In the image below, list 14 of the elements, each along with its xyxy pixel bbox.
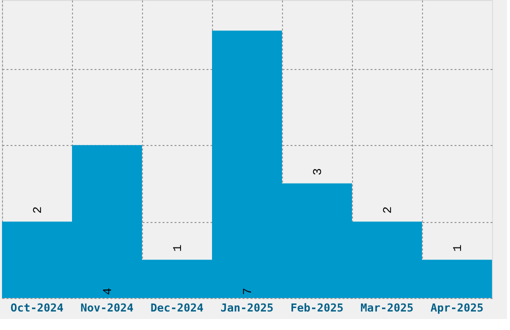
x-tick-label: Nov-2024: [80, 302, 134, 314]
data-label: 1: [171, 244, 185, 252]
data-label: 2: [381, 206, 395, 214]
data-label: 7: [241, 288, 255, 295]
data-label: 1: [451, 244, 465, 252]
data-label: 2: [31, 206, 45, 214]
x-tick-label: Dec-2024: [150, 302, 204, 314]
x-tick-label: Jan-2025: [220, 302, 274, 314]
x-tick-label: Apr-2025: [430, 302, 484, 314]
data-label: 4: [101, 288, 115, 295]
x-tick-label: Feb-2025: [290, 302, 344, 314]
x-tick-label: Oct-2024: [10, 302, 64, 314]
data-label: 3: [311, 168, 325, 176]
x-tick-label: Mar-2025: [360, 302, 414, 314]
